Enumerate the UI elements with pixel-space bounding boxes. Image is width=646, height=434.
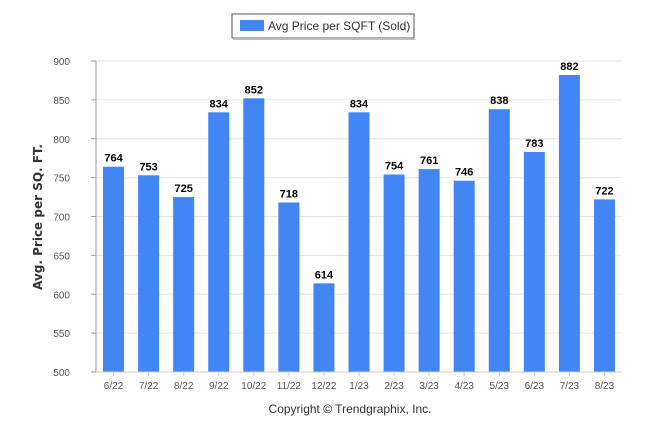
x-tick-label: 6/23 [525,381,545,392]
y-tick-label: 700 [53,213,70,224]
data-label: 746 [455,167,473,179]
bar [348,112,370,372]
x-tick-label: 11/22 [277,381,302,392]
x-axis-ticks: 6/22 7/22 8/22 9/22 10/22 11/22 12/22 1/23 2/23 3… [96,371,622,392]
bar [103,166,125,372]
legend-label: Avg Price per SQFT (Sold) [268,19,410,33]
legend-swatch [240,20,264,31]
data-label: 754 [385,161,404,173]
bar [558,74,580,373]
data-label: 761 [420,155,438,167]
data-label: 614 [315,269,334,281]
x-tick-label: 10/22 [241,381,266,392]
x-tick-label: 7/22 [139,381,159,392]
x-tick-label: 8/23 [595,381,615,392]
data-labels: 764 753 725 834 852 718 614 834 754 761 746 838 783 8… [104,61,613,281]
bar [593,199,615,372]
bar [208,112,230,372]
x-tick-label: 7/23 [560,381,580,392]
bar [313,283,335,372]
x-tick-label: 12/22 [311,381,336,392]
data-label: 725 [174,183,192,195]
copyright-footer: Copyright © Trendgraphix, Inc. [269,402,432,416]
data-label: 753 [139,161,157,173]
bar [418,169,440,372]
bars [103,74,615,373]
x-tick-label: 6/22 [104,381,124,392]
legend-box-shadow [233,38,415,40]
y-tick-label: 900 [53,57,70,68]
bar [453,180,475,372]
y-tick-label: 550 [53,329,70,340]
bar [523,151,545,372]
x-tick-label: 9/22 [209,381,229,392]
data-label: 882 [560,61,578,73]
x-tick-label: 4/23 [454,381,474,392]
x-tick-label: 1/23 [349,381,369,392]
data-label: 834 [210,98,229,110]
x-tick-label: 8/22 [174,381,194,392]
data-label: 783 [525,138,543,150]
x-tick-label: 2/23 [384,381,404,392]
data-label: 764 [104,153,123,165]
y-axis-title: Avg. Price per SQ. FT. [31,144,45,290]
bar [383,174,405,372]
x-tick-label: 3/23 [419,381,439,392]
bar [243,98,265,372]
bar [173,197,195,372]
y-tick-label: 800 [53,135,70,146]
y-tick-label: 650 [53,251,70,262]
y-tick-label: 600 [53,290,70,301]
x-tick-label: 5/23 [490,381,510,392]
data-label: 722 [595,185,613,197]
y-tick-label: 500 [53,368,70,379]
y-tick-label: 850 [53,96,70,107]
data-label: 852 [245,84,263,96]
legend: Avg Price per SQFT (Sold) [231,13,415,40]
bar [488,109,510,372]
bar [278,202,300,372]
y-axis-ticks: 500 550 600 650 700 750 800 850 900 [53,57,97,379]
data-label: 718 [280,189,298,201]
bar [138,175,160,372]
data-label: 838 [490,95,508,107]
y-tick-label: 750 [53,174,70,185]
data-label: 834 [350,98,369,110]
